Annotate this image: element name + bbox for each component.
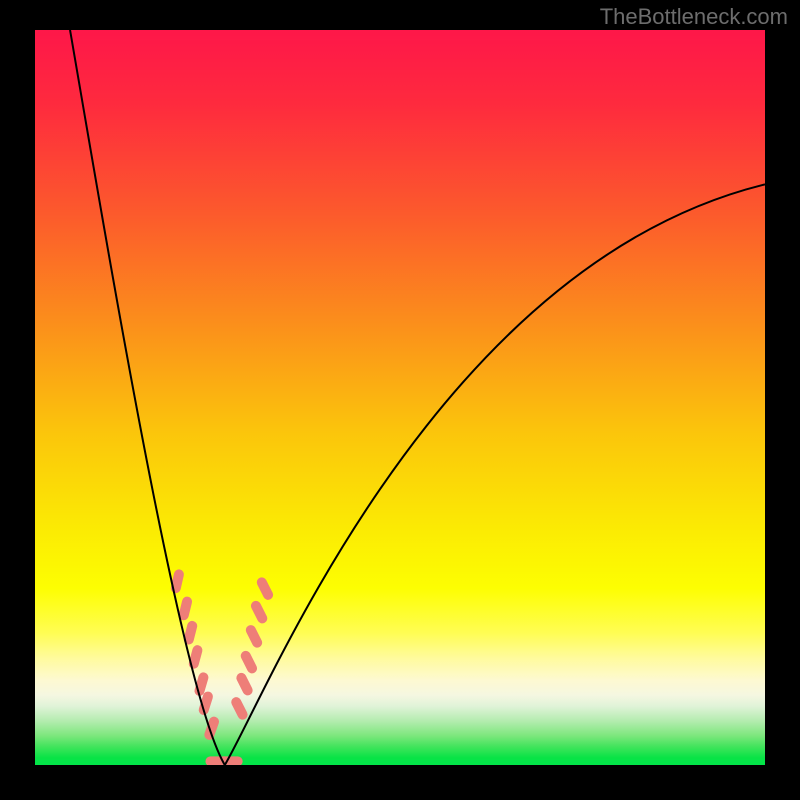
bottleneck-curve-chart (0, 0, 800, 800)
watermark-text: TheBottleneck.com (600, 4, 788, 30)
chart-container: { "meta": { "watermark_text": "TheBottle… (0, 0, 800, 800)
